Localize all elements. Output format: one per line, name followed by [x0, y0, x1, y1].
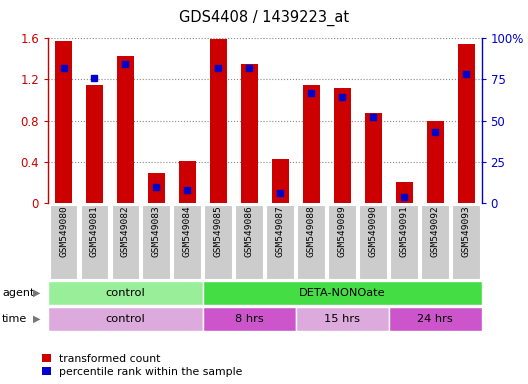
Bar: [203, 281, 482, 305]
Text: GSM549085: GSM549085: [214, 205, 223, 257]
FancyBboxPatch shape: [266, 205, 294, 279]
Bar: [86, 86, 103, 203]
FancyBboxPatch shape: [452, 205, 480, 279]
Bar: [458, 44, 475, 203]
Bar: [272, 159, 289, 203]
FancyBboxPatch shape: [143, 205, 171, 279]
Text: GSM549090: GSM549090: [369, 205, 378, 257]
Text: GSM549087: GSM549087: [276, 205, 285, 257]
Bar: [148, 173, 165, 203]
FancyBboxPatch shape: [204, 205, 232, 279]
Text: GSM549088: GSM549088: [307, 205, 316, 257]
Bar: [48, 307, 203, 331]
FancyBboxPatch shape: [390, 205, 418, 279]
FancyBboxPatch shape: [235, 205, 263, 279]
FancyBboxPatch shape: [174, 205, 201, 279]
Bar: [203, 307, 296, 331]
Bar: [55, 41, 72, 203]
Text: ▶: ▶: [33, 314, 41, 324]
Text: GSM549093: GSM549093: [461, 205, 470, 257]
Text: agent: agent: [2, 288, 34, 298]
Bar: [427, 121, 444, 203]
Text: GSM549091: GSM549091: [400, 205, 409, 257]
Text: GSM549092: GSM549092: [431, 205, 440, 257]
Text: GSM549083: GSM549083: [152, 205, 161, 257]
Text: GSM549089: GSM549089: [338, 205, 347, 257]
FancyBboxPatch shape: [297, 205, 325, 279]
FancyBboxPatch shape: [421, 205, 449, 279]
Text: GSM549081: GSM549081: [90, 205, 99, 257]
Text: 24 hrs: 24 hrs: [417, 314, 453, 324]
Text: 8 hrs: 8 hrs: [235, 314, 263, 324]
FancyBboxPatch shape: [81, 205, 108, 279]
Bar: [296, 307, 389, 331]
FancyBboxPatch shape: [328, 205, 356, 279]
Bar: [365, 113, 382, 203]
Bar: [210, 39, 227, 203]
FancyBboxPatch shape: [50, 205, 78, 279]
Text: control: control: [106, 288, 145, 298]
Bar: [334, 88, 351, 203]
Bar: [117, 56, 134, 203]
Bar: [48, 281, 203, 305]
Text: ▶: ▶: [33, 288, 41, 298]
Text: 15 hrs: 15 hrs: [324, 314, 360, 324]
Bar: [241, 64, 258, 203]
Text: GSM549084: GSM549084: [183, 205, 192, 257]
Bar: [179, 161, 196, 203]
FancyBboxPatch shape: [111, 205, 139, 279]
Bar: [395, 182, 413, 203]
Text: control: control: [106, 314, 145, 324]
Text: GSM549080: GSM549080: [59, 205, 68, 257]
FancyBboxPatch shape: [359, 205, 387, 279]
Text: time: time: [2, 314, 27, 324]
Bar: [303, 86, 320, 203]
Legend: transformed count, percentile rank within the sample: transformed count, percentile rank withi…: [42, 354, 242, 377]
Text: DETA-NONOate: DETA-NONOate: [299, 288, 385, 298]
Text: GSM549082: GSM549082: [121, 205, 130, 257]
Text: GSM549086: GSM549086: [245, 205, 254, 257]
Bar: [389, 307, 482, 331]
Text: GDS4408 / 1439223_at: GDS4408 / 1439223_at: [179, 10, 349, 26]
